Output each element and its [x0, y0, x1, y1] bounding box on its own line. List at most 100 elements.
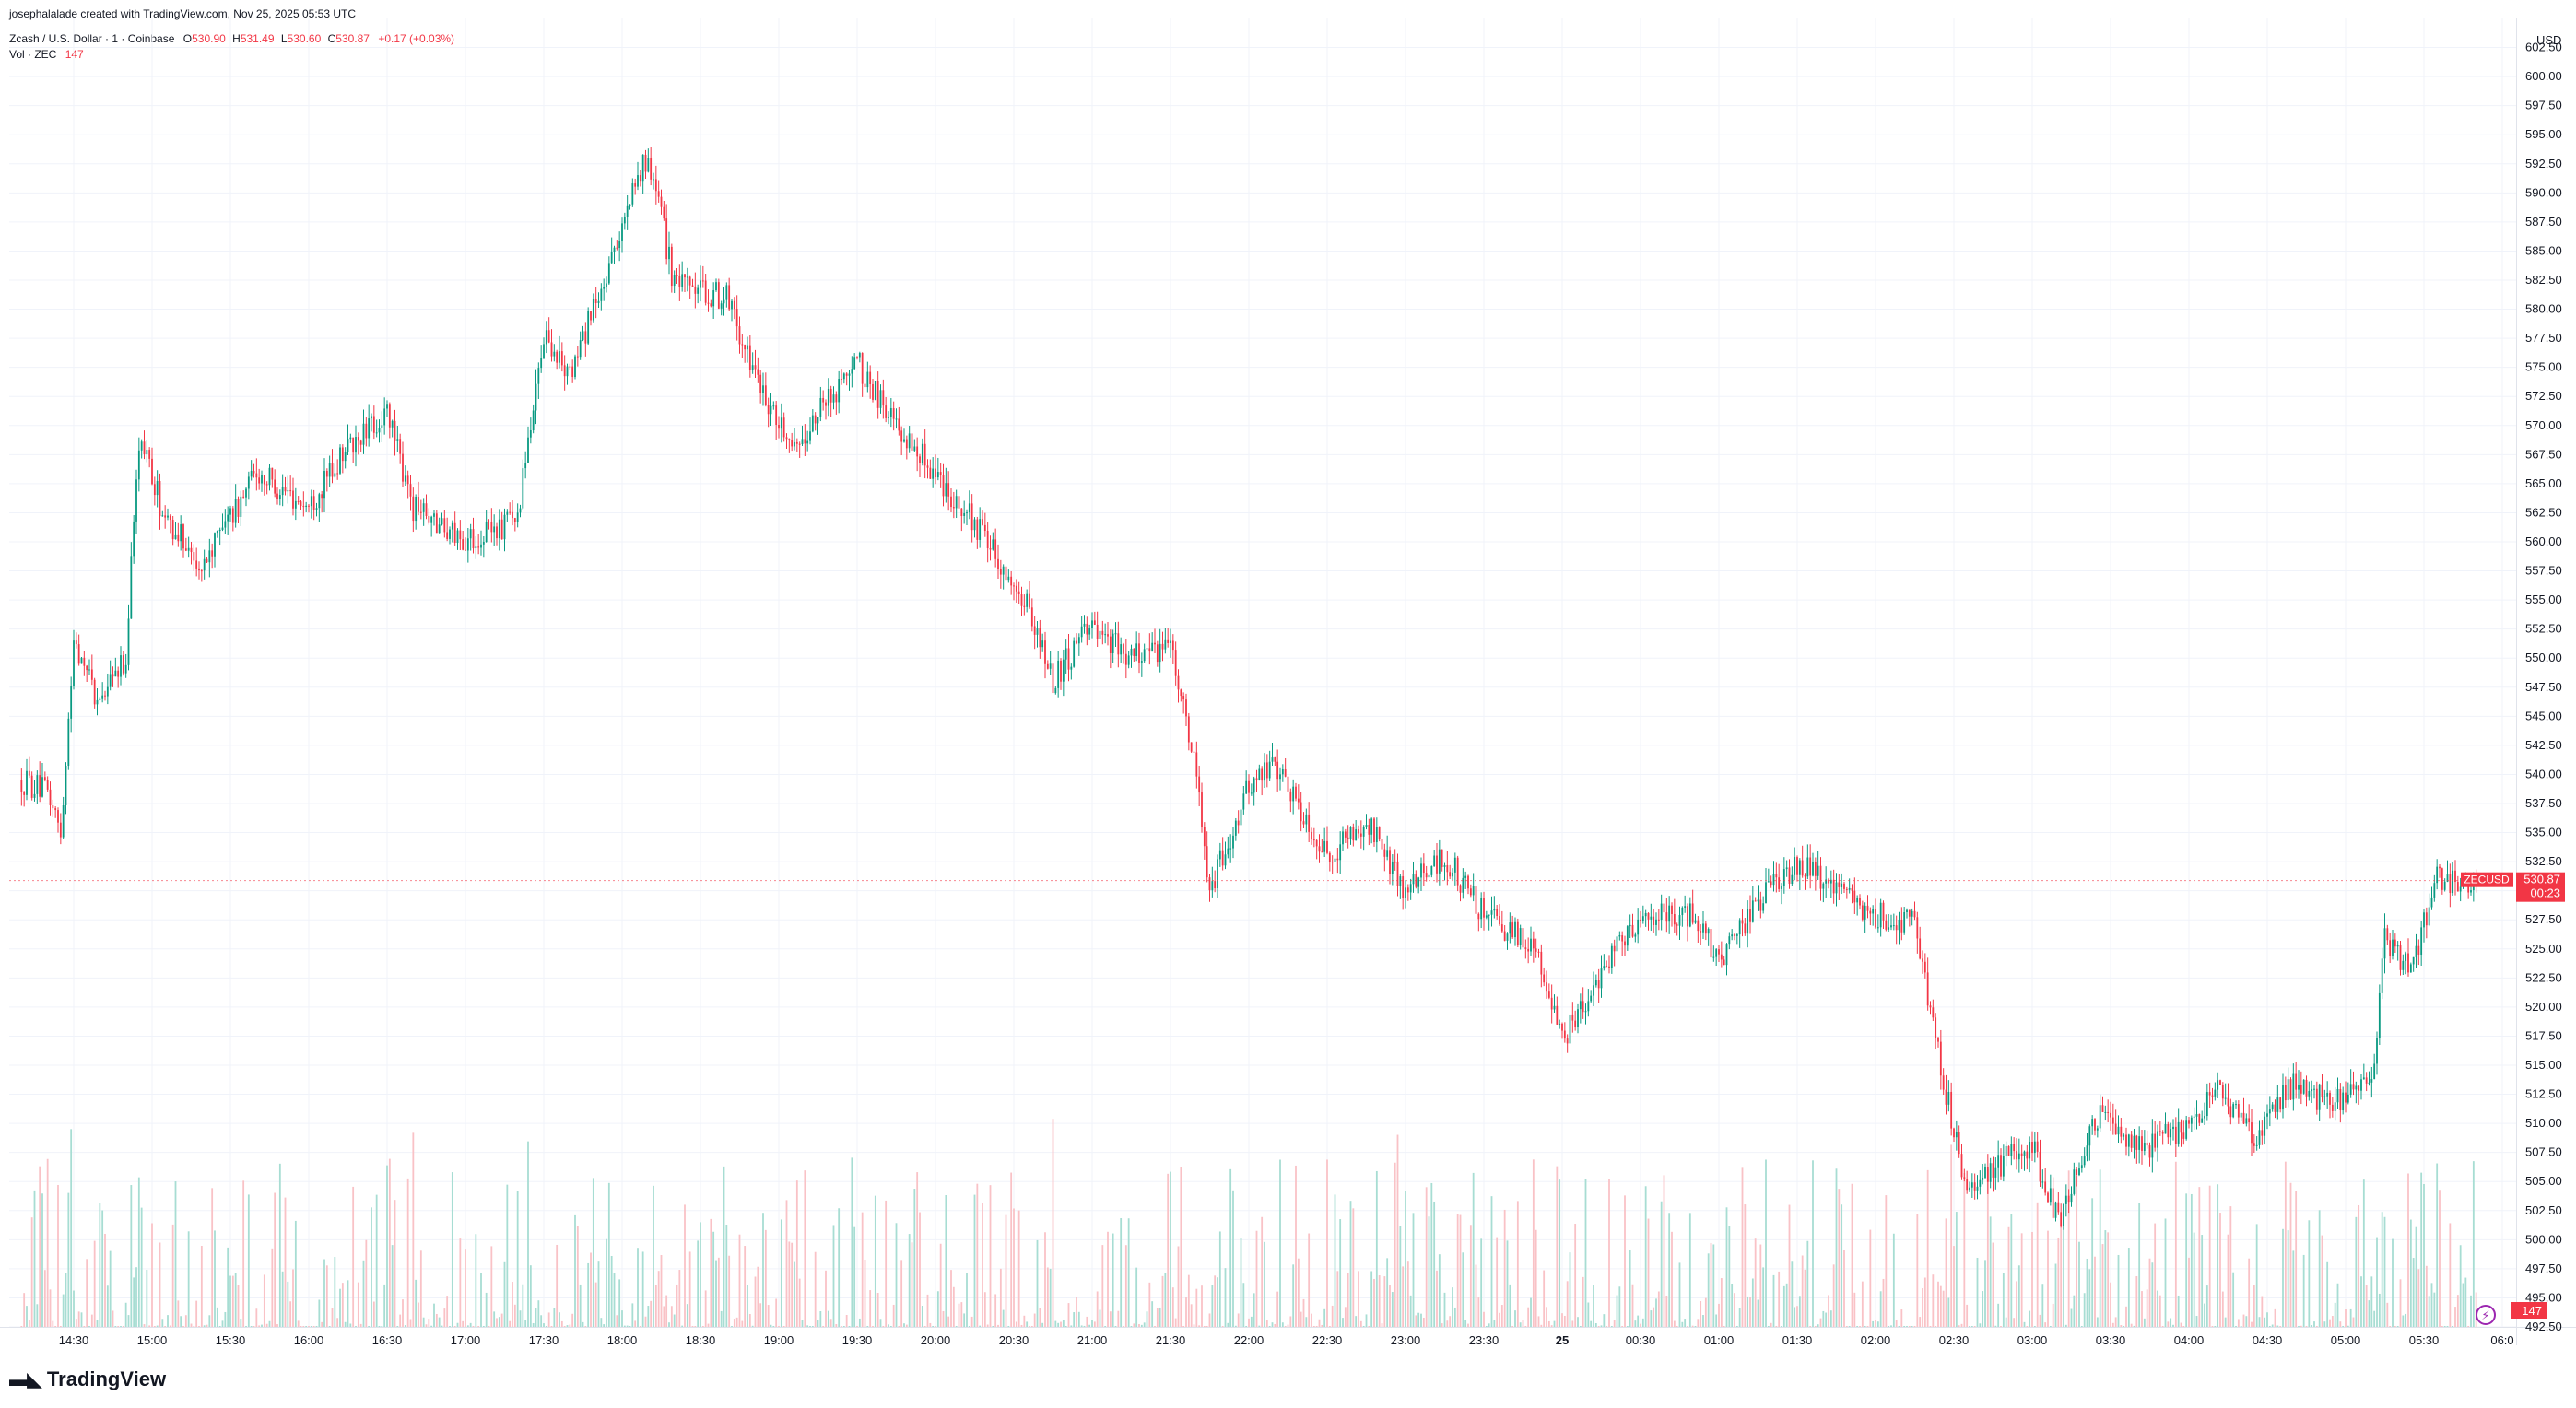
candle-body — [936, 472, 939, 478]
candle-body — [780, 417, 782, 429]
volume-bar — [1391, 1292, 1394, 1327]
symbol-name[interactable]: Zcash / U.S. Dollar · 1 · Coinbase — [9, 32, 175, 45]
candle-body — [1537, 951, 1540, 953]
volume-bar — [1234, 1325, 1237, 1327]
volume-bar — [2321, 1235, 2323, 1327]
candle-body — [1370, 818, 1373, 835]
candle-body — [297, 500, 300, 502]
candle-body — [1339, 844, 1342, 861]
candle-body — [1937, 1038, 1939, 1042]
volume-bar — [2255, 1224, 2258, 1327]
candle-body — [926, 465, 929, 468]
volume-bar — [422, 1317, 425, 1327]
candle-body — [2123, 1134, 2125, 1137]
volume-bar — [1600, 1325, 1603, 1327]
candle-body — [480, 544, 482, 548]
candle-body — [1631, 924, 1634, 937]
candle-body — [1556, 1005, 1559, 1025]
volume-bar — [146, 1269, 148, 1327]
volume-bar — [1876, 1321, 1879, 1327]
candle-body — [341, 447, 344, 462]
candle-body — [1049, 663, 1052, 669]
volume-bar — [2264, 1317, 2266, 1327]
candle-body — [2193, 1116, 2195, 1118]
tradingview-logo[interactable]: ▬◣ TradingView — [9, 1367, 166, 1391]
candle-body — [1919, 938, 1922, 959]
candle-body — [1913, 910, 1916, 918]
candle-body — [2399, 945, 2402, 970]
volume-bar — [913, 1189, 916, 1327]
volume-bar — [1281, 1322, 1284, 1327]
volume-bar — [1485, 1326, 1488, 1327]
volume-bar — [1796, 1306, 1798, 1327]
volume-bar — [1759, 1244, 1762, 1327]
volume-bar — [1344, 1307, 1347, 1327]
candle-body — [1412, 874, 1415, 885]
volume-bar — [794, 1261, 795, 1327]
candle-body — [2211, 1095, 2214, 1097]
candle-body — [1527, 948, 1530, 952]
candle-body — [1935, 1017, 1937, 1038]
volume-bar — [2123, 1326, 2125, 1327]
volume-bar — [866, 1326, 869, 1327]
candle-body — [2146, 1142, 2148, 1146]
volume-bar — [265, 1323, 268, 1327]
candle-body — [851, 369, 853, 374]
candle-body — [1922, 958, 1923, 962]
candle-body — [1161, 643, 1164, 650]
candle-body — [1112, 633, 1114, 653]
candle-body — [67, 718, 70, 766]
volume-bar — [1657, 1291, 1660, 1327]
volume-bar — [1895, 1320, 1898, 1327]
price-tick-label: 597.50 — [2525, 99, 2562, 112]
candle-body — [2020, 1153, 2023, 1156]
volume-bar — [2141, 1291, 2143, 1327]
candle-body — [284, 487, 287, 492]
volume-bar — [1271, 1322, 1274, 1327]
volume-bar — [610, 1255, 613, 1327]
volume-bar — [352, 1186, 355, 1327]
candle-body — [704, 280, 707, 303]
candle-body — [1020, 594, 1023, 606]
time-tick-label: 15:00 — [137, 1333, 168, 1347]
volume-bar — [2420, 1172, 2423, 1327]
candle-body — [1117, 633, 1120, 655]
volume-bar — [1744, 1204, 1747, 1327]
volume-bar — [1276, 1291, 1279, 1327]
volume-bar — [127, 1315, 130, 1327]
candle-body — [968, 503, 970, 513]
candle-body — [1433, 855, 1436, 867]
volume-bar — [381, 1326, 383, 1327]
candle-body — [323, 470, 325, 499]
volume-bar — [1574, 1224, 1577, 1327]
volume-bar — [441, 1325, 443, 1327]
volume-bar — [1937, 1281, 1939, 1327]
volume-bar — [712, 1231, 715, 1327]
candle-body — [1077, 637, 1080, 644]
candle-body — [1817, 865, 1819, 876]
candle-body — [2099, 1105, 2101, 1129]
candle-body — [206, 558, 208, 563]
volume-bar — [2154, 1223, 2157, 1327]
candle-body — [1613, 945, 1616, 952]
volume-label[interactable]: Vol · ZEC — [9, 48, 57, 61]
symbol-badge: ZECUSD — [2464, 874, 2510, 886]
candle-body — [1171, 640, 1174, 651]
volume-bar — [2315, 1326, 2318, 1327]
volume-bar — [2219, 1213, 2221, 1327]
candle-body — [629, 204, 631, 206]
candle-body — [1879, 902, 1882, 928]
volume-bar — [2148, 1258, 2151, 1327]
volume-bar — [1365, 1314, 1368, 1327]
volume-bar — [1532, 1159, 1535, 1327]
volume-bar — [26, 1306, 28, 1327]
volume-bar — [1143, 1322, 1146, 1327]
volume-bar — [77, 1311, 80, 1327]
candle-body — [2402, 960, 2405, 970]
volume-bar — [247, 1194, 250, 1327]
volume-bar — [882, 1326, 885, 1327]
alert-icon[interactable]: ⚡ — [2476, 1305, 2496, 1325]
volume-bar — [2308, 1220, 2311, 1327]
candle-body — [660, 196, 663, 207]
